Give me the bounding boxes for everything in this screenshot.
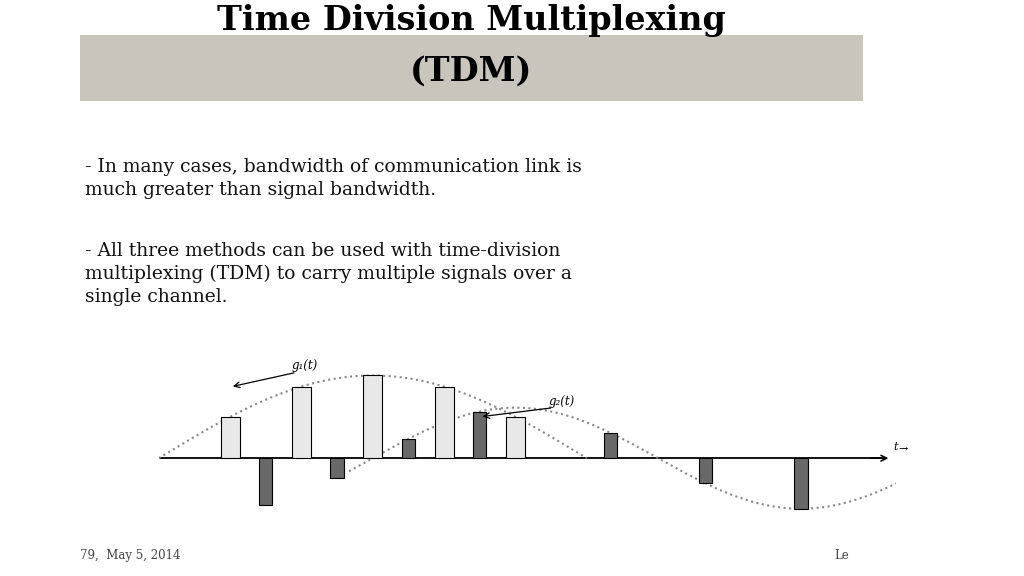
Text: t: t bbox=[894, 442, 898, 452]
Bar bbox=[699, 458, 713, 483]
Text: →: → bbox=[898, 445, 907, 454]
Text: (TDM): (TDM) bbox=[411, 55, 532, 88]
Bar bbox=[259, 458, 272, 505]
Text: 21: 21 bbox=[964, 514, 1002, 540]
Text: g₁(t): g₁(t) bbox=[292, 359, 318, 372]
Bar bbox=[364, 376, 382, 458]
Bar bbox=[80, 35, 863, 101]
Bar bbox=[401, 439, 415, 458]
Text: much greater than signal bandwidth.: much greater than signal bandwidth. bbox=[85, 181, 436, 199]
Text: multiplexing (TDM) to carry multiple signals over a: multiplexing (TDM) to carry multiple sig… bbox=[85, 265, 571, 283]
Bar bbox=[220, 417, 240, 458]
Bar bbox=[331, 458, 344, 478]
Bar bbox=[506, 417, 525, 458]
Text: g₂(t): g₂(t) bbox=[549, 395, 575, 408]
Bar bbox=[473, 411, 486, 458]
Text: single channel.: single channel. bbox=[85, 288, 227, 306]
Text: - All three methods can be used with time-division: - All three methods can be used with tim… bbox=[85, 242, 560, 260]
Text: Le: Le bbox=[834, 548, 849, 562]
Bar bbox=[795, 458, 808, 509]
Text: - In many cases, bandwidth of communication link is: - In many cases, bandwidth of communicat… bbox=[85, 158, 582, 176]
Text: Time Division Multiplexing: Time Division Multiplexing bbox=[217, 3, 726, 37]
Bar bbox=[292, 386, 311, 458]
Bar bbox=[604, 433, 617, 458]
Bar bbox=[434, 386, 454, 458]
Text: 79,  May 5, 2014: 79, May 5, 2014 bbox=[80, 548, 180, 562]
